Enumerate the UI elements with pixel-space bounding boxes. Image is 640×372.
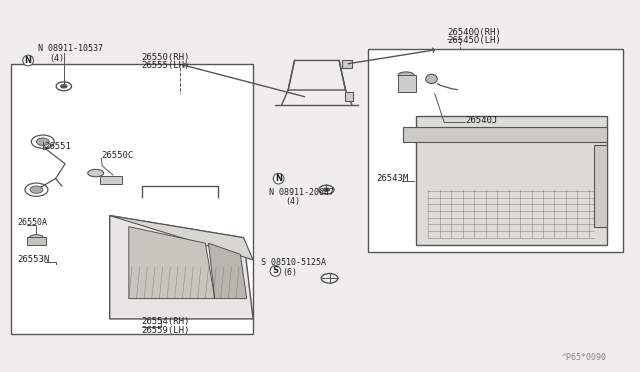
Text: 26550(RH): 26550(RH): [141, 53, 190, 62]
Text: (6): (6): [282, 267, 297, 277]
Ellipse shape: [29, 235, 44, 241]
Circle shape: [30, 186, 43, 193]
FancyArrowPatch shape: [437, 84, 458, 90]
Text: 26543M: 26543M: [376, 174, 408, 183]
Bar: [397, 75, 415, 92]
Text: 26550C: 26550C: [101, 151, 134, 160]
Text: 26540Q(RH): 26540Q(RH): [447, 28, 501, 37]
Circle shape: [36, 138, 49, 145]
FancyBboxPatch shape: [415, 116, 607, 245]
Text: (4): (4): [285, 198, 300, 206]
Circle shape: [60, 84, 68, 89]
Circle shape: [323, 187, 330, 192]
FancyBboxPatch shape: [368, 49, 623, 253]
Bar: [403, 127, 607, 142]
Text: N 08911-20647: N 08911-20647: [269, 188, 334, 197]
Text: ^P65*0090: ^P65*0090: [562, 353, 607, 362]
Text: 26555(LH): 26555(LH): [141, 61, 190, 70]
Polygon shape: [109, 215, 253, 319]
Ellipse shape: [88, 169, 104, 177]
Text: 26551: 26551: [45, 142, 72, 151]
Text: S 08510-5125A: S 08510-5125A: [261, 259, 326, 267]
FancyArrowPatch shape: [102, 176, 117, 185]
Bar: [594, 145, 607, 227]
Text: N 08911-10537: N 08911-10537: [38, 44, 103, 53]
Ellipse shape: [426, 74, 437, 84]
Bar: [27, 237, 46, 245]
Text: N: N: [275, 174, 282, 183]
Bar: [346, 92, 353, 101]
Bar: [100, 176, 122, 184]
Polygon shape: [129, 227, 215, 299]
Text: 26550A: 26550A: [17, 218, 47, 227]
Polygon shape: [109, 215, 253, 260]
Text: 26553N: 26553N: [17, 255, 49, 264]
Text: S: S: [273, 266, 278, 275]
Text: 26554(RH): 26554(RH): [141, 317, 190, 327]
Text: 26545O(LH): 26545O(LH): [447, 36, 501, 45]
FancyBboxPatch shape: [11, 64, 253, 334]
Text: N: N: [25, 56, 31, 65]
Text: 26559(LH): 26559(LH): [141, 326, 190, 334]
Polygon shape: [209, 243, 246, 299]
Text: 26540J: 26540J: [465, 116, 497, 125]
Ellipse shape: [398, 72, 414, 78]
Text: (4): (4): [49, 54, 64, 63]
Bar: [342, 60, 352, 68]
